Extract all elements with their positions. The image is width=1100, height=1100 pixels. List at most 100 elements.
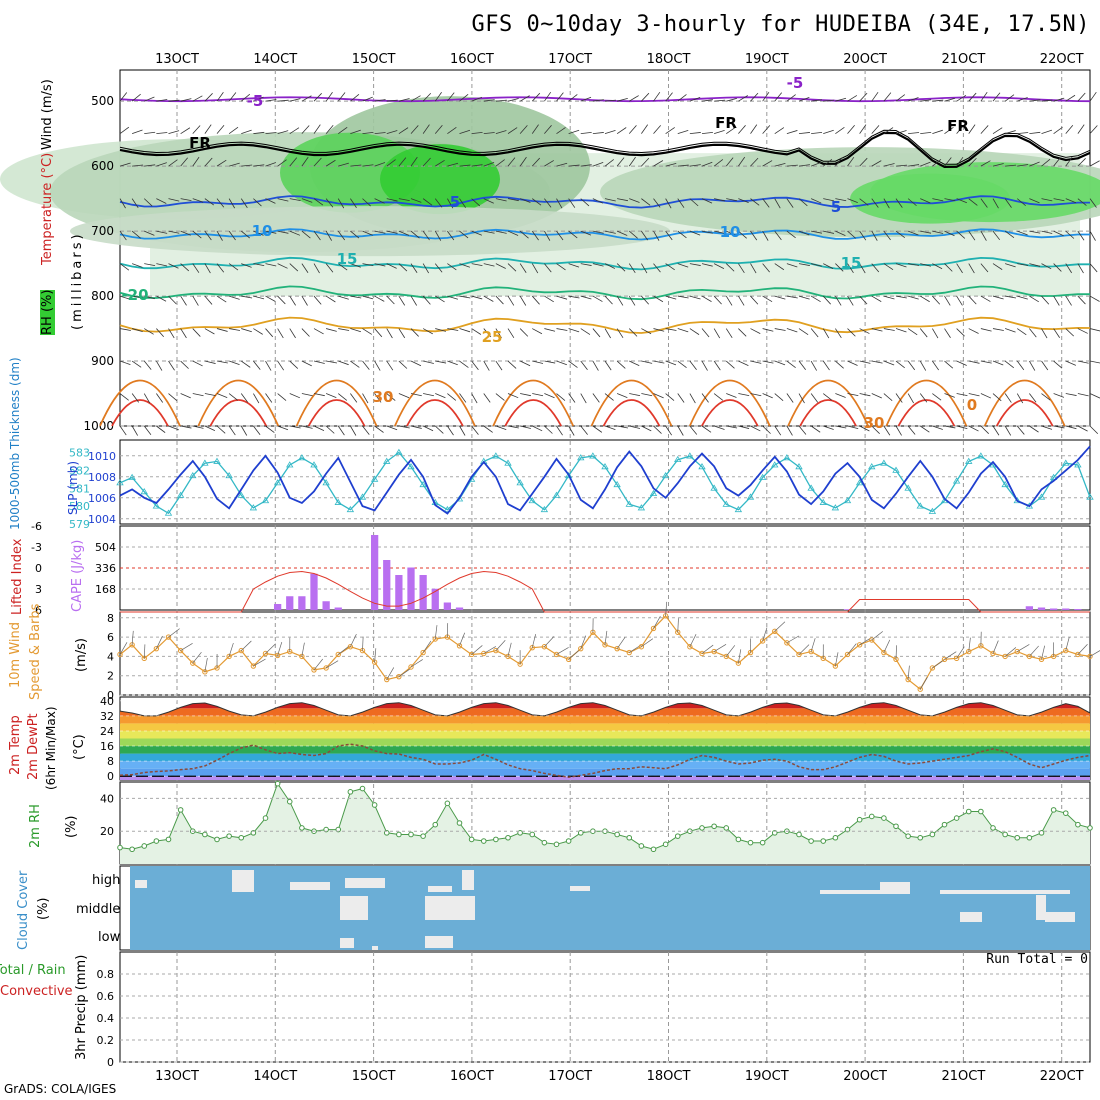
wind-barb <box>871 263 880 273</box>
wind-barb <box>180 230 191 236</box>
thickness-point <box>892 466 900 473</box>
ylabel-cape: CAPE (J/kg) <box>70 539 85 612</box>
cloud-block <box>425 936 453 948</box>
isotherm-15 <box>119 256 1090 271</box>
wind-barb <box>628 156 636 167</box>
wind-barb <box>289 425 301 429</box>
wind-barb <box>822 360 830 371</box>
wind-barb <box>168 99 180 102</box>
wind-barb <box>1089 160 1100 167</box>
chart-title: GFS 0~10day 3-hourly for HUDEIBA (34E, 1… <box>471 12 1090 37</box>
rh2m-point <box>808 838 814 844</box>
wind-barb <box>920 425 930 433</box>
wind-barb <box>713 393 724 401</box>
wind-barb <box>665 393 675 401</box>
wind-barb <box>144 164 156 167</box>
wind-barb <box>568 94 578 102</box>
isotherm-label: 5 <box>831 198 841 216</box>
wind-barb <box>1065 94 1076 102</box>
wind-barb <box>410 425 422 429</box>
wind-barb <box>568 230 578 239</box>
wind-barb <box>374 99 386 102</box>
wind-barb-10m <box>798 644 810 655</box>
freezing-level-line <box>119 131 1091 169</box>
rh2m-point <box>541 839 548 846</box>
wind-barb <box>289 198 301 202</box>
thickness-point <box>843 496 852 504</box>
wind-barb <box>216 124 225 134</box>
wind-barb <box>895 393 903 403</box>
wind-barb <box>156 162 167 167</box>
wind-barb <box>1029 425 1039 433</box>
wind-barb <box>871 160 882 167</box>
wind-barb <box>835 127 845 134</box>
wind-barb <box>241 129 252 135</box>
wind-barb <box>677 263 689 268</box>
wind-barb <box>883 92 892 102</box>
wind-speed-point <box>735 660 742 666</box>
wind-barb <box>410 295 418 306</box>
wind-barb <box>883 198 890 209</box>
wind-barb <box>289 295 296 306</box>
wind-barb <box>823 425 834 430</box>
li-tick: -6 <box>31 520 42 533</box>
wind-barb <box>1065 393 1077 396</box>
isotherm-label: 30 <box>373 388 394 406</box>
wind-barb <box>1065 425 1077 430</box>
wind-barb-10m <box>241 640 252 651</box>
wind-barb <box>653 125 661 134</box>
wind-barb <box>398 263 408 272</box>
wind-barb <box>653 393 664 399</box>
thickness-tick: 581 <box>69 482 90 495</box>
wind-barb <box>871 198 879 208</box>
wind-barb <box>786 328 798 333</box>
wind-barb <box>823 198 835 202</box>
precip-tick: 0.6 <box>97 990 115 1003</box>
wind-barb <box>713 295 722 305</box>
wind-barb <box>495 393 505 401</box>
wind-barb <box>616 360 626 369</box>
wind-barb <box>265 263 277 267</box>
thickness-point <box>395 448 403 455</box>
wind-barb-10m <box>253 658 266 667</box>
rh2m-point <box>747 839 754 846</box>
cape-bar <box>843 609 852 610</box>
rh2m-area <box>120 783 1090 864</box>
wind-barb <box>726 230 737 236</box>
wind-barb <box>568 328 580 333</box>
wind-barb <box>350 295 362 299</box>
cape-bar <box>383 560 391 610</box>
wind-barb <box>1005 164 1017 167</box>
wind-speed-point <box>408 664 414 670</box>
thickness-point <box>977 452 985 459</box>
wind-barb <box>228 425 236 436</box>
wind-barb <box>980 393 992 399</box>
wind-barb <box>459 295 471 299</box>
wind-barb <box>750 295 759 305</box>
thickness-point <box>346 505 355 513</box>
wind-barb <box>240 425 248 436</box>
wind-barb-10m <box>944 651 957 660</box>
wind-barb <box>665 230 673 241</box>
rh2m-point <box>759 839 766 846</box>
rh2m-point <box>1050 807 1057 813</box>
wind-barb <box>847 328 856 337</box>
wind-barb <box>653 160 664 167</box>
wind-barb <box>992 425 1000 436</box>
wind-barb <box>762 263 770 273</box>
wind-barb <box>822 328 830 339</box>
rh2m-point <box>723 825 730 831</box>
isotherm-30-dome <box>590 379 673 427</box>
wind-barb-10m <box>786 635 800 644</box>
wind-barb <box>1041 230 1053 234</box>
wind-barb <box>920 230 932 234</box>
wind-barb <box>1065 328 1075 337</box>
wind-barb <box>520 393 531 397</box>
wind-barb <box>920 295 930 303</box>
wind-barb <box>192 425 204 429</box>
wind-barb <box>301 328 310 337</box>
wind-barb <box>810 295 821 303</box>
wind-barb-10m <box>156 635 163 649</box>
wind-barb <box>422 92 432 102</box>
x-tick-bottom: 16OCT <box>450 1069 494 1084</box>
